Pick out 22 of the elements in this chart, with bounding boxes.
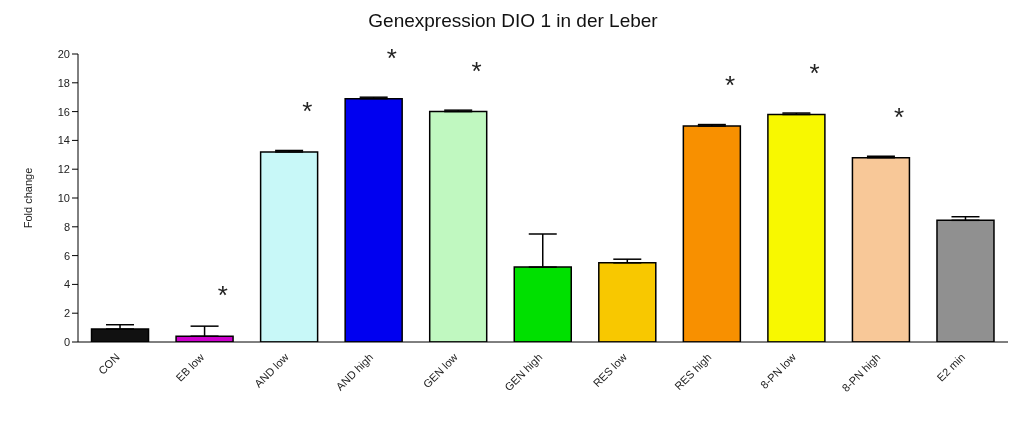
annotation: * — [302, 95, 313, 126]
x-tick-label: E2 min — [934, 350, 968, 384]
chart-title: Genexpression DIO 1 in der Leber — [367, 10, 659, 32]
y-tick-label: 20 — [57, 47, 70, 60]
y-tick-label: 16 — [57, 105, 70, 118]
y-tick-label: 6 — [63, 249, 70, 262]
y-tick-label: 4 — [63, 278, 70, 291]
y-tick-label: 18 — [57, 76, 70, 89]
y-axis-title: Fold change — [21, 167, 34, 229]
y-tick-label: 10 — [57, 191, 70, 204]
y-tick-label: 8 — [63, 220, 70, 233]
annotation: * — [471, 55, 482, 86]
annotation: * — [809, 58, 820, 89]
y-tick-label: 0 — [63, 335, 70, 348]
y-tick-label: 12 — [57, 163, 70, 176]
y-tick-label: 14 — [57, 134, 70, 147]
x-tick-label: EB low — [173, 350, 207, 384]
y-tick-label: 2 — [63, 307, 70, 320]
annotation: * — [386, 42, 397, 73]
annotation: * — [217, 280, 228, 311]
annotation: * — [894, 101, 905, 132]
annotation: * — [725, 70, 736, 100]
